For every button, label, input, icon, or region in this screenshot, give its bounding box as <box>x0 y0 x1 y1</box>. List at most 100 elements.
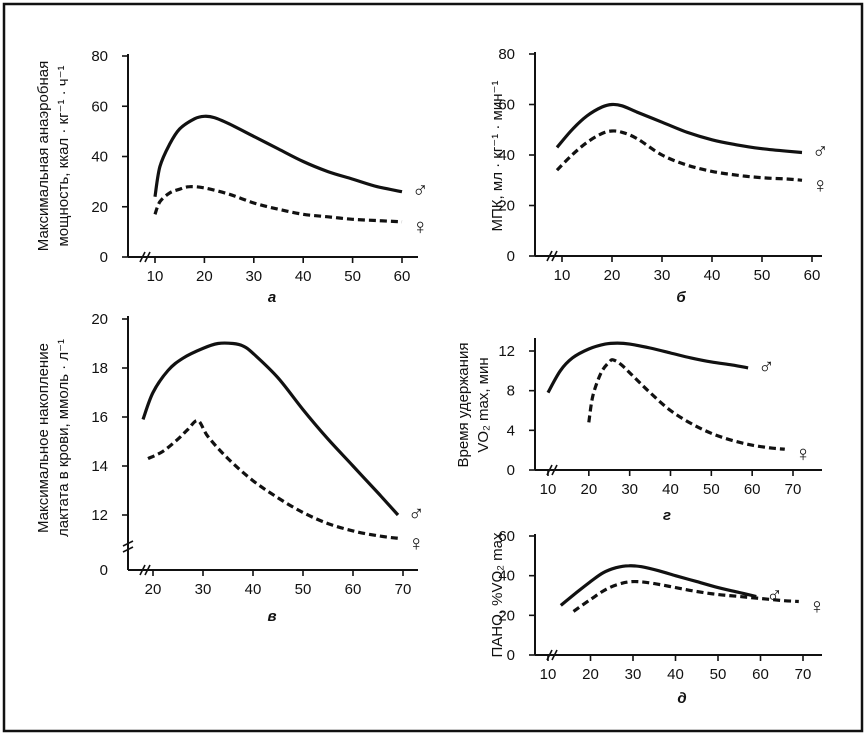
panel-v-y-break <box>122 540 134 547</box>
panel-b-ylabel-line: МПК, мл · кг⁻¹ · мин⁻¹ <box>489 81 506 232</box>
panel-g-xtick-label: 70 <box>785 481 802 498</box>
panel-d-series-male-line <box>559 564 757 607</box>
panel-g-series-female-line <box>587 358 785 451</box>
panel-a-xtick-label: 40 <box>295 268 312 285</box>
panel-b-xtick-label: 10 <box>554 267 571 284</box>
panel-v-xtick-label: 50 <box>295 581 312 598</box>
panel-b-xtick-label: 40 <box>704 267 721 284</box>
panel-d-ytick-label: 40 <box>498 568 515 585</box>
panel-g-xtick-label: 40 <box>662 481 679 498</box>
panel-a-ylabel-line: Максимальная анаэробная <box>35 61 52 251</box>
panel-a-series-female-line <box>153 184 403 224</box>
panel-v-series-female-symbol: ♀ <box>408 530 425 555</box>
panel-d-xtick-label: 20 <box>582 666 599 683</box>
panel-a-xtick-label: 30 <box>245 268 262 285</box>
panel-b-letter: б <box>676 289 686 306</box>
panel-a-series-male-symbol: ♂ <box>412 178 429 203</box>
panel-g-xtick-label: 10 <box>540 481 557 498</box>
panel-v-series-female-line <box>147 418 399 540</box>
panel-d-ytick-label: 0 <box>507 647 515 664</box>
panel-d-xtick-label: 30 <box>625 666 642 683</box>
panel-b-x-break <box>551 250 558 262</box>
panel-b-xtick-label: 30 <box>654 267 671 284</box>
panel-a-ytick-label: 40 <box>91 149 108 166</box>
panel-a-letter: а <box>268 289 276 306</box>
panel-g-x-break <box>551 464 558 476</box>
panel-d-x-break <box>551 649 558 661</box>
panel-d-xtick-label: 70 <box>795 666 812 683</box>
panel-g-xtick-label: 30 <box>621 481 638 498</box>
panel-b-ytick-label: 40 <box>498 147 515 164</box>
panel-g-ylabel-line: Время удержания <box>455 343 472 468</box>
panel-v-ytick-label: 14 <box>91 458 108 475</box>
panel-a-ytick-label: 80 <box>91 48 108 65</box>
panel-v-ylabel-line: Максимальное накопление <box>35 343 52 533</box>
panel-a-ytick-label: 60 <box>91 98 108 115</box>
panel-g-series-male-symbol: ♂ <box>758 354 775 379</box>
panel-v-xtick-label: 30 <box>195 581 212 598</box>
panel-g-letter: г <box>663 507 671 524</box>
panel-d-ylabel-line: ПАНО, %VO₂ max <box>489 532 506 657</box>
panel-a-x-break <box>139 251 146 263</box>
panel-d-xtick-label: 40 <box>667 666 684 683</box>
panel-a-xtick-label: 60 <box>394 268 411 285</box>
panel-v-y-break <box>122 546 134 553</box>
panel-g-ytick-label: 0 <box>507 462 515 479</box>
panel-d-xtick-label: 50 <box>710 666 727 683</box>
panel-b-series-male-symbol: ♂ <box>812 138 829 163</box>
panel-b-series-female-symbol: ♀ <box>812 172 829 197</box>
panel-d-letter: д <box>677 690 686 707</box>
panel-a-series-female-symbol: ♀ <box>412 214 429 239</box>
panel-g-xtick-label: 20 <box>580 481 597 498</box>
panel-v-series-male-line <box>141 341 400 517</box>
panel-d-xtick-label: 10 <box>540 666 557 683</box>
panel-b-ytick-label: 60 <box>498 97 515 114</box>
panel-v-letter: в <box>267 608 276 625</box>
panel-v-xtick-label: 40 <box>245 581 262 598</box>
panel-d: 0 20 40 60 10 20 30 40 50 60 70 ПАНО, %VO₂ max д ♂ ♀ <box>489 528 825 707</box>
panel-g-ytick-label: 8 <box>507 383 515 400</box>
panel-a-ylabel-line: мощность, ккал · кг⁻¹ · ч⁻¹ <box>55 65 72 246</box>
panel-a-x-break <box>144 251 151 263</box>
panel-b-xtick-label: 50 <box>754 267 771 284</box>
panel-g-ylabel-line: VO₂ max, мин <box>475 357 492 452</box>
panel-g-xtick-label: 50 <box>703 481 720 498</box>
panel-v-xtick-label: 60 <box>345 581 362 598</box>
panel-a: 0 20 40 60 80 10 20 30 40 50 60 Максимальная анаэро… <box>35 48 429 306</box>
panel-g: 0 4 8 12 10 20 30 40 50 60 70 Время удержания VO₂ ma… <box>455 338 822 524</box>
panel-v-ytick-label: 12 <box>91 507 108 524</box>
panel-v-ytick-label: 16 <box>91 409 108 426</box>
panel-a-xtick-label: 10 <box>147 268 164 285</box>
panel-d-ytick-label: 60 <box>498 528 515 545</box>
panel-a-series-male-line <box>153 114 403 197</box>
panel-d-ytick-label: 20 <box>498 607 515 624</box>
panel-g-series-male-line <box>546 341 749 394</box>
panel-v-xtick-label: 20 <box>145 581 162 598</box>
panel-d-xtick-label: 60 <box>752 666 769 683</box>
panel-a-xtick-label: 50 <box>344 268 361 285</box>
panel-v-xtick-label: 70 <box>395 581 412 598</box>
panel-d-series-female-symbol: ♀ <box>809 593 826 618</box>
panel-g-ytick-label: 4 <box>507 422 515 439</box>
panel-a-ytick-label: 20 <box>91 199 108 216</box>
panel-v-x-break <box>144 564 151 576</box>
panel-v-ylabel-line: лактата в крови, ммоль · л⁻¹ <box>55 339 72 537</box>
panel-g-ytick-label: 12 <box>498 343 515 360</box>
panel-v: 0 12 14 16 18 20 20 30 40 50 60 70 Максимальное нако… <box>35 311 425 625</box>
panel-v-ytick-label: 18 <box>91 360 108 377</box>
panel-v-ytick-label-origin: 0 <box>100 562 108 579</box>
panel-g-series-female-symbol: ♀ <box>795 441 812 466</box>
panel-b-x-break <box>546 250 553 262</box>
panel-b-xtick-label: 60 <box>804 267 821 284</box>
panel-v-ytick-label: 20 <box>91 311 108 328</box>
panel-b-series-female-line <box>555 129 803 182</box>
panel-b-ytick-label: 0 <box>507 248 515 265</box>
panel-a-xtick-label: 20 <box>196 268 213 285</box>
panel-d-series-male-symbol: ♂ <box>766 582 783 607</box>
panel-g-xtick-label: 60 <box>744 481 761 498</box>
